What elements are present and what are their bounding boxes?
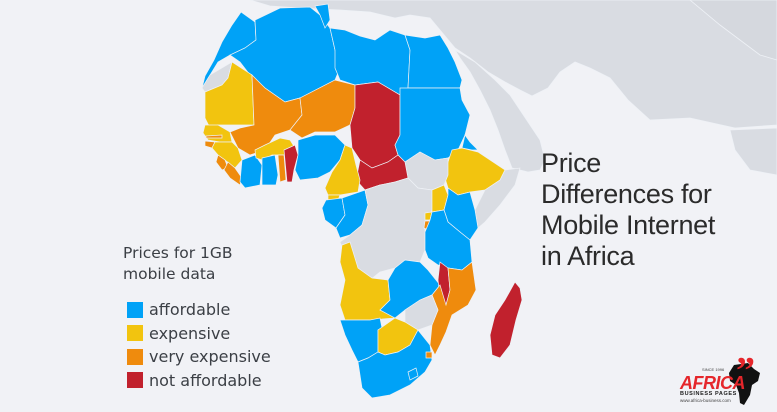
country-togo xyxy=(277,154,287,183)
country-egypt xyxy=(404,34,463,89)
logo-url: www.africa-business.com xyxy=(680,398,731,403)
swatch-not-affordable xyxy=(127,372,143,389)
country-gambia xyxy=(205,134,223,139)
africa-silhouette-icon xyxy=(729,363,760,405)
legend-heading-line: mobile data xyxy=(123,265,216,283)
title-line: Mobile Internet xyxy=(541,210,716,240)
swatch-affordable xyxy=(127,301,143,318)
country-benin xyxy=(283,144,299,183)
title-line: Differences for xyxy=(541,179,712,209)
country-nigeria xyxy=(294,134,346,181)
title-line: Price xyxy=(541,148,602,178)
country-chad xyxy=(349,81,401,169)
legend-heading: Prices for 1GB mobile data xyxy=(123,243,271,285)
country-eswatini xyxy=(425,351,433,359)
africa-countries xyxy=(201,3,523,399)
country-liberia xyxy=(223,161,243,186)
legend: Prices for 1GB mobile data affordable ex… xyxy=(123,243,271,392)
title-line: in Africa xyxy=(541,241,635,271)
logo-name: AFRICA xyxy=(680,373,746,393)
logo-subtitle: BUSINESS PAGES xyxy=(680,391,737,397)
country-niger xyxy=(289,79,356,139)
legend-item-affordable: affordable xyxy=(127,298,271,322)
map-title: Price Differences for Mobile Internet in… xyxy=(541,148,715,272)
legend-item-very-expensive: very expensive xyxy=(127,345,271,369)
country-eritrea xyxy=(461,134,479,151)
country-mozambique xyxy=(429,261,477,356)
country-ivory-coast xyxy=(239,154,263,189)
logo-since: SINCE 1996 xyxy=(702,367,725,372)
country-senegal xyxy=(202,124,233,143)
country-somalia xyxy=(474,167,521,229)
legend-label: not affordable xyxy=(149,370,262,390)
legend-item-expensive: expensive xyxy=(127,322,271,346)
country-tunisia xyxy=(314,3,331,29)
country-mauritania xyxy=(204,61,255,129)
legend-item-not-affordable: not affordable xyxy=(127,369,271,393)
quote-mark-icon: ” xyxy=(736,350,755,392)
africa-business-pages-logo: ” SINCE 1996 AFRICA BUSINESS PAGES www.a… xyxy=(676,350,776,411)
country-madagascar xyxy=(489,281,523,359)
swatch-expensive xyxy=(127,325,143,342)
legend-label: affordable xyxy=(149,300,231,320)
legend-label: very expensive xyxy=(149,347,271,367)
legend-label: expensive xyxy=(149,323,231,343)
other-land xyxy=(249,0,777,176)
legend-heading-line: Prices for 1GB xyxy=(123,244,233,262)
swatch-very-expensive xyxy=(127,348,143,365)
country-lesotho xyxy=(407,367,419,381)
country-ghana xyxy=(261,154,279,186)
